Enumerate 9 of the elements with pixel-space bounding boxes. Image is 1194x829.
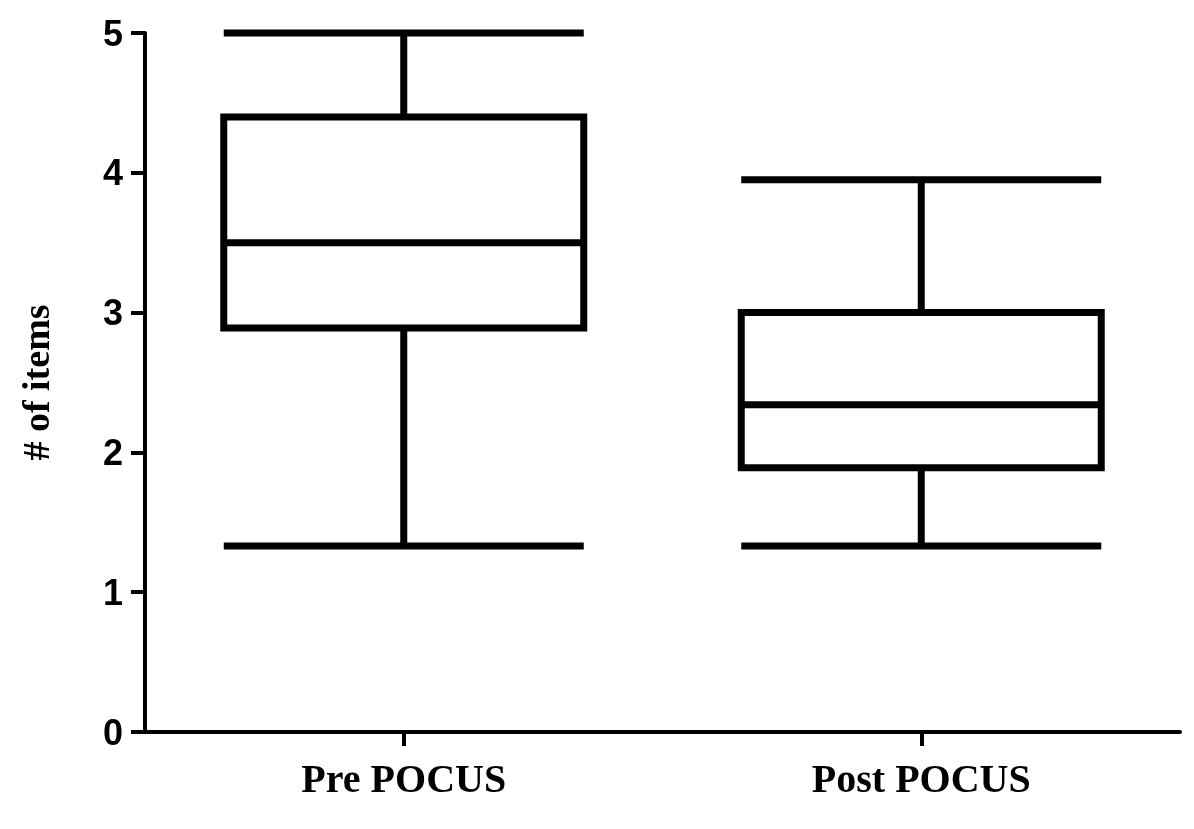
x-tick-label: Post POCUS	[811, 755, 1031, 801]
y-tick-label: 5	[102, 12, 123, 54]
x-tick-label: Pre POCUS	[301, 755, 507, 801]
y-tick-label: 2	[102, 431, 123, 473]
y-tick-label: 1	[102, 571, 123, 613]
y-tick-label: 3	[102, 292, 123, 334]
y-axis-title: # of items	[15, 304, 57, 461]
y-tick-label: 0	[102, 711, 123, 753]
y-tick-label: 4	[102, 152, 123, 194]
